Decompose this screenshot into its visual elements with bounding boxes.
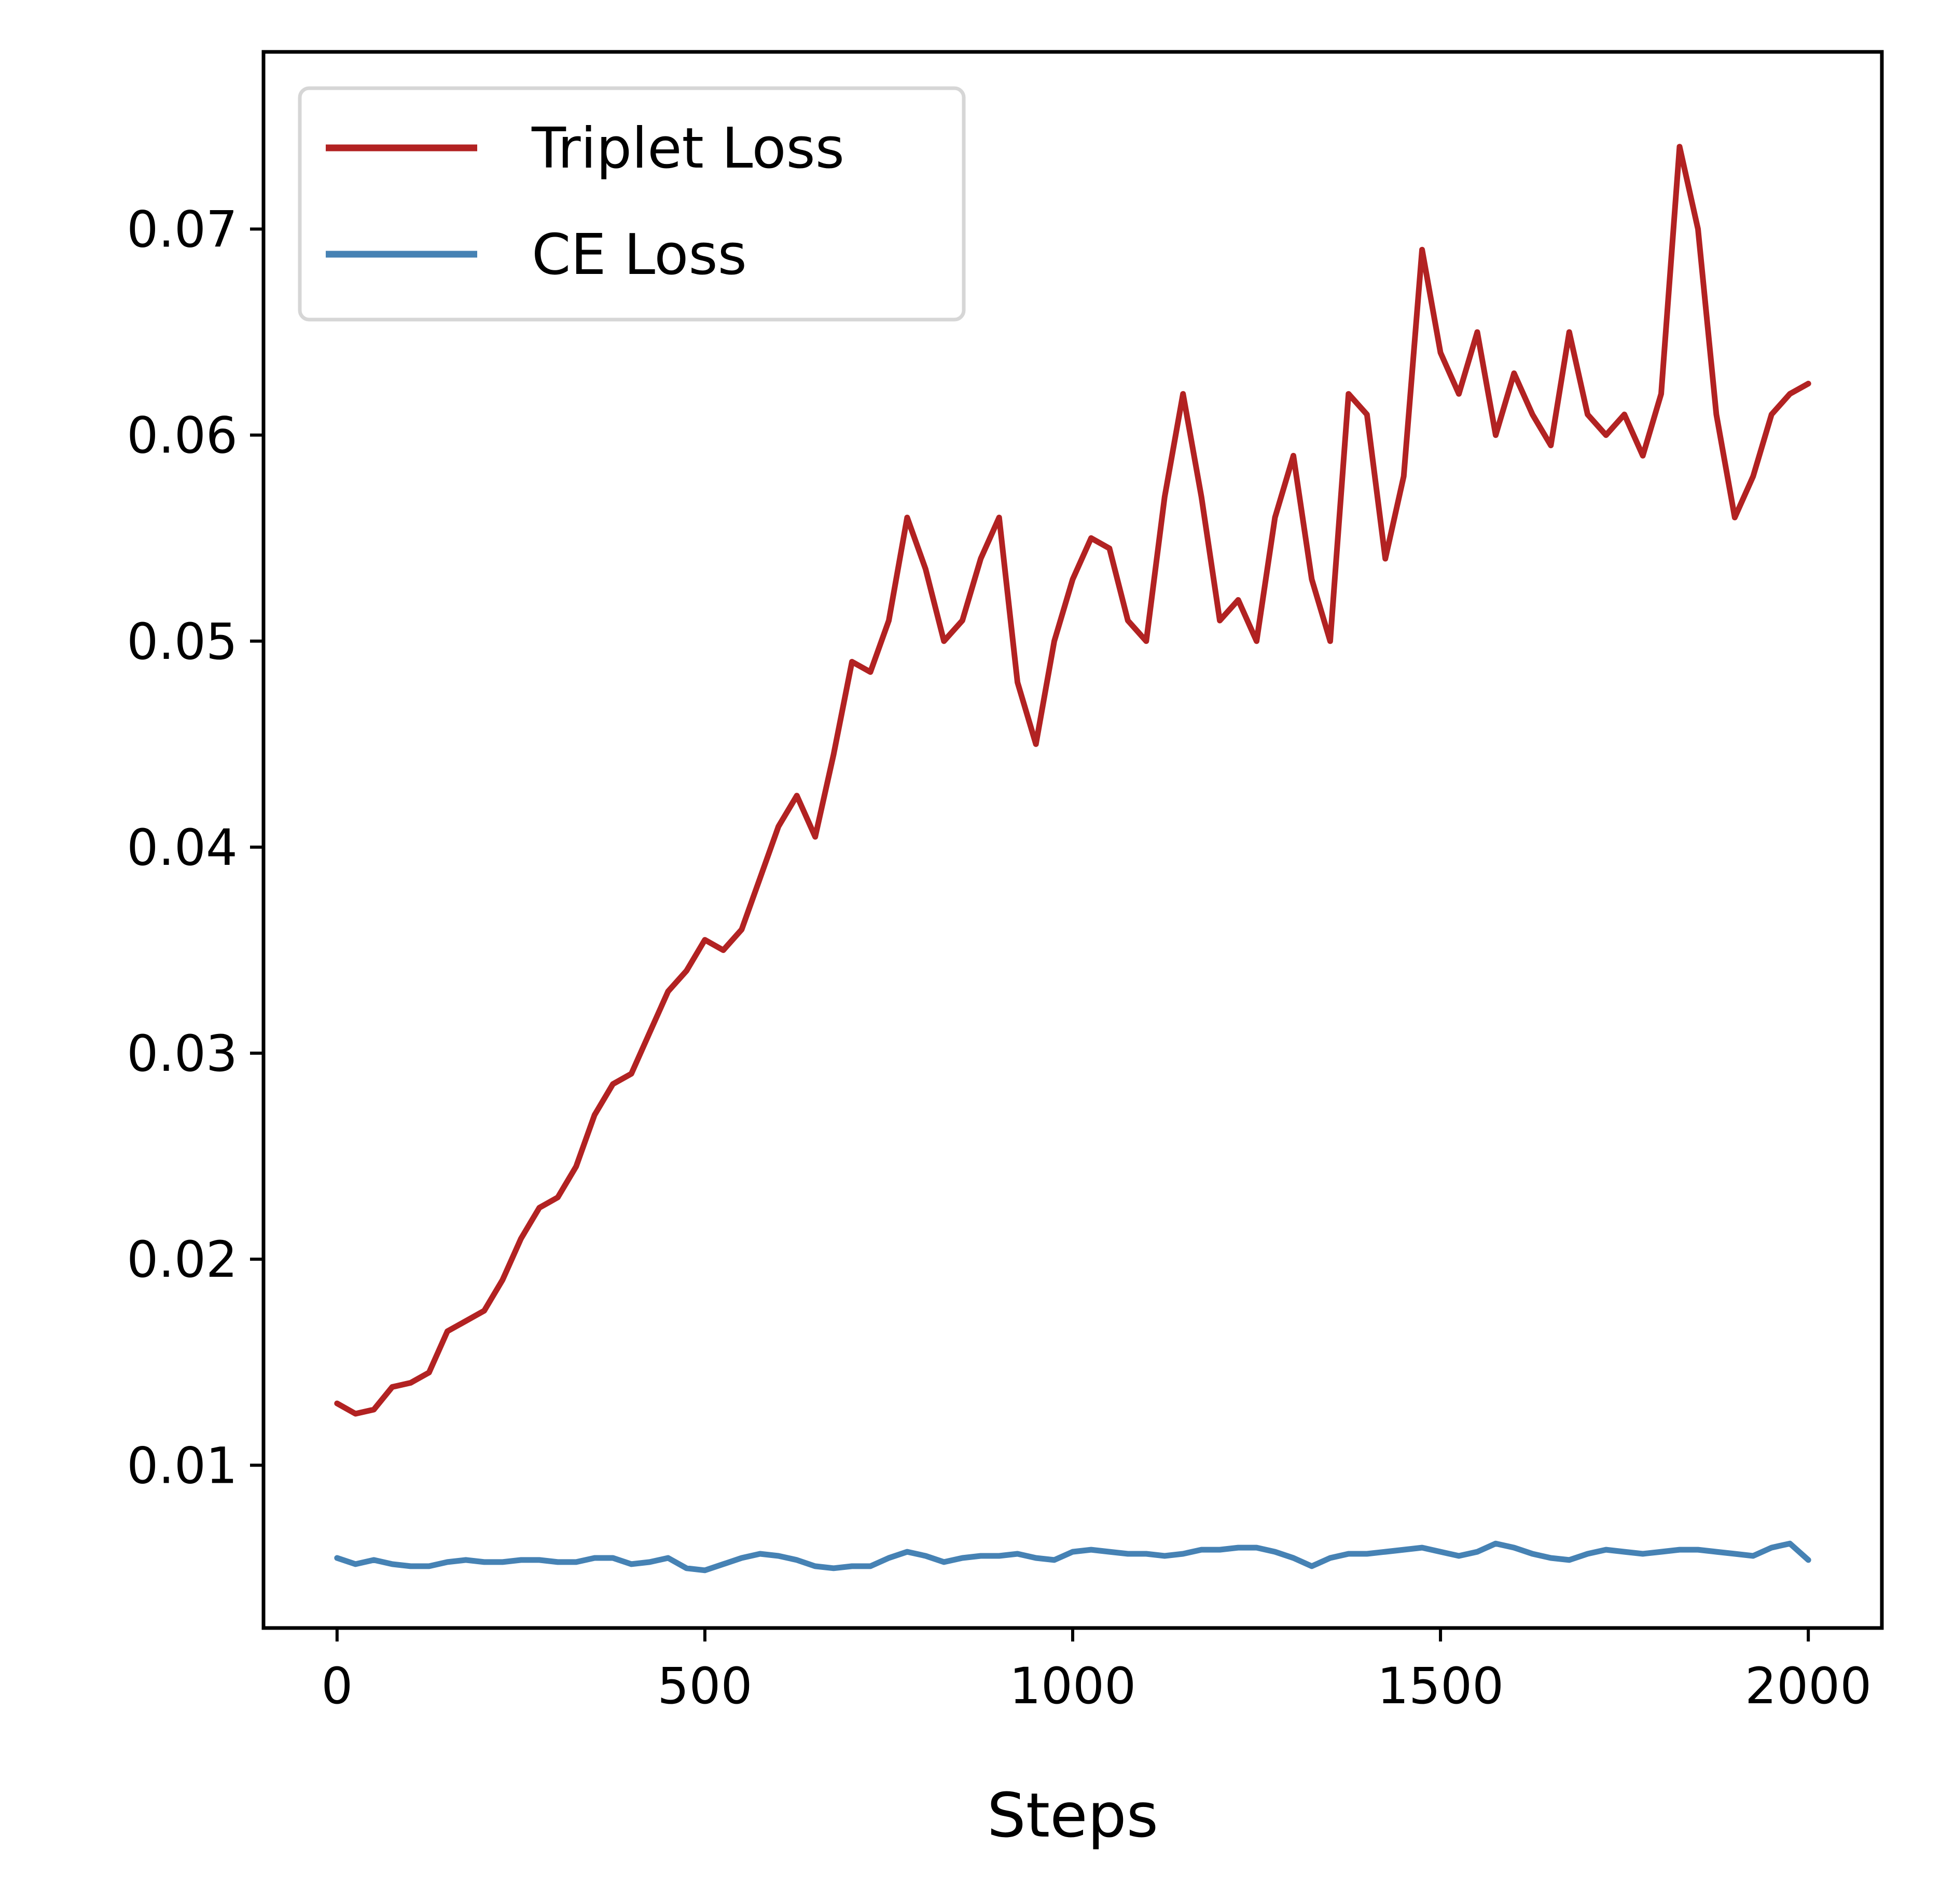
y-axis: 0.01 0.02 0.03 0.04 0.05 0.06 0.07 xyxy=(127,201,264,1495)
x-tick-label: 1500 xyxy=(1377,1657,1504,1715)
x-axis-title: Steps xyxy=(987,1779,1158,1851)
y-tick-label: 0.06 xyxy=(127,407,238,465)
y-tick-label: 0.05 xyxy=(127,613,238,671)
y-tick-label: 0.04 xyxy=(127,819,238,877)
y-tick-label: 0.03 xyxy=(127,1025,238,1083)
y-tick-label: 0.07 xyxy=(127,201,238,259)
legend: Triplet Loss CE Loss xyxy=(298,86,966,322)
x-tick-label: 0 xyxy=(321,1657,353,1715)
x-axis: 0 500 1000 1500 2000 xyxy=(321,1628,1871,1715)
legend-label-1: CE Loss xyxy=(532,223,747,287)
x-tick-label: 1000 xyxy=(1009,1657,1136,1715)
series-layer xyxy=(334,144,1811,1574)
y-tick-label: 0.02 xyxy=(127,1231,238,1289)
series-line-0 xyxy=(334,144,1811,1417)
x-tick-label: 2000 xyxy=(1745,1657,1871,1715)
legend-label-0: Triplet Loss xyxy=(531,116,844,181)
y-tick-label: 0.01 xyxy=(127,1437,238,1495)
x-tick-label: 500 xyxy=(657,1657,752,1715)
series-line-1 xyxy=(334,1540,1811,1574)
